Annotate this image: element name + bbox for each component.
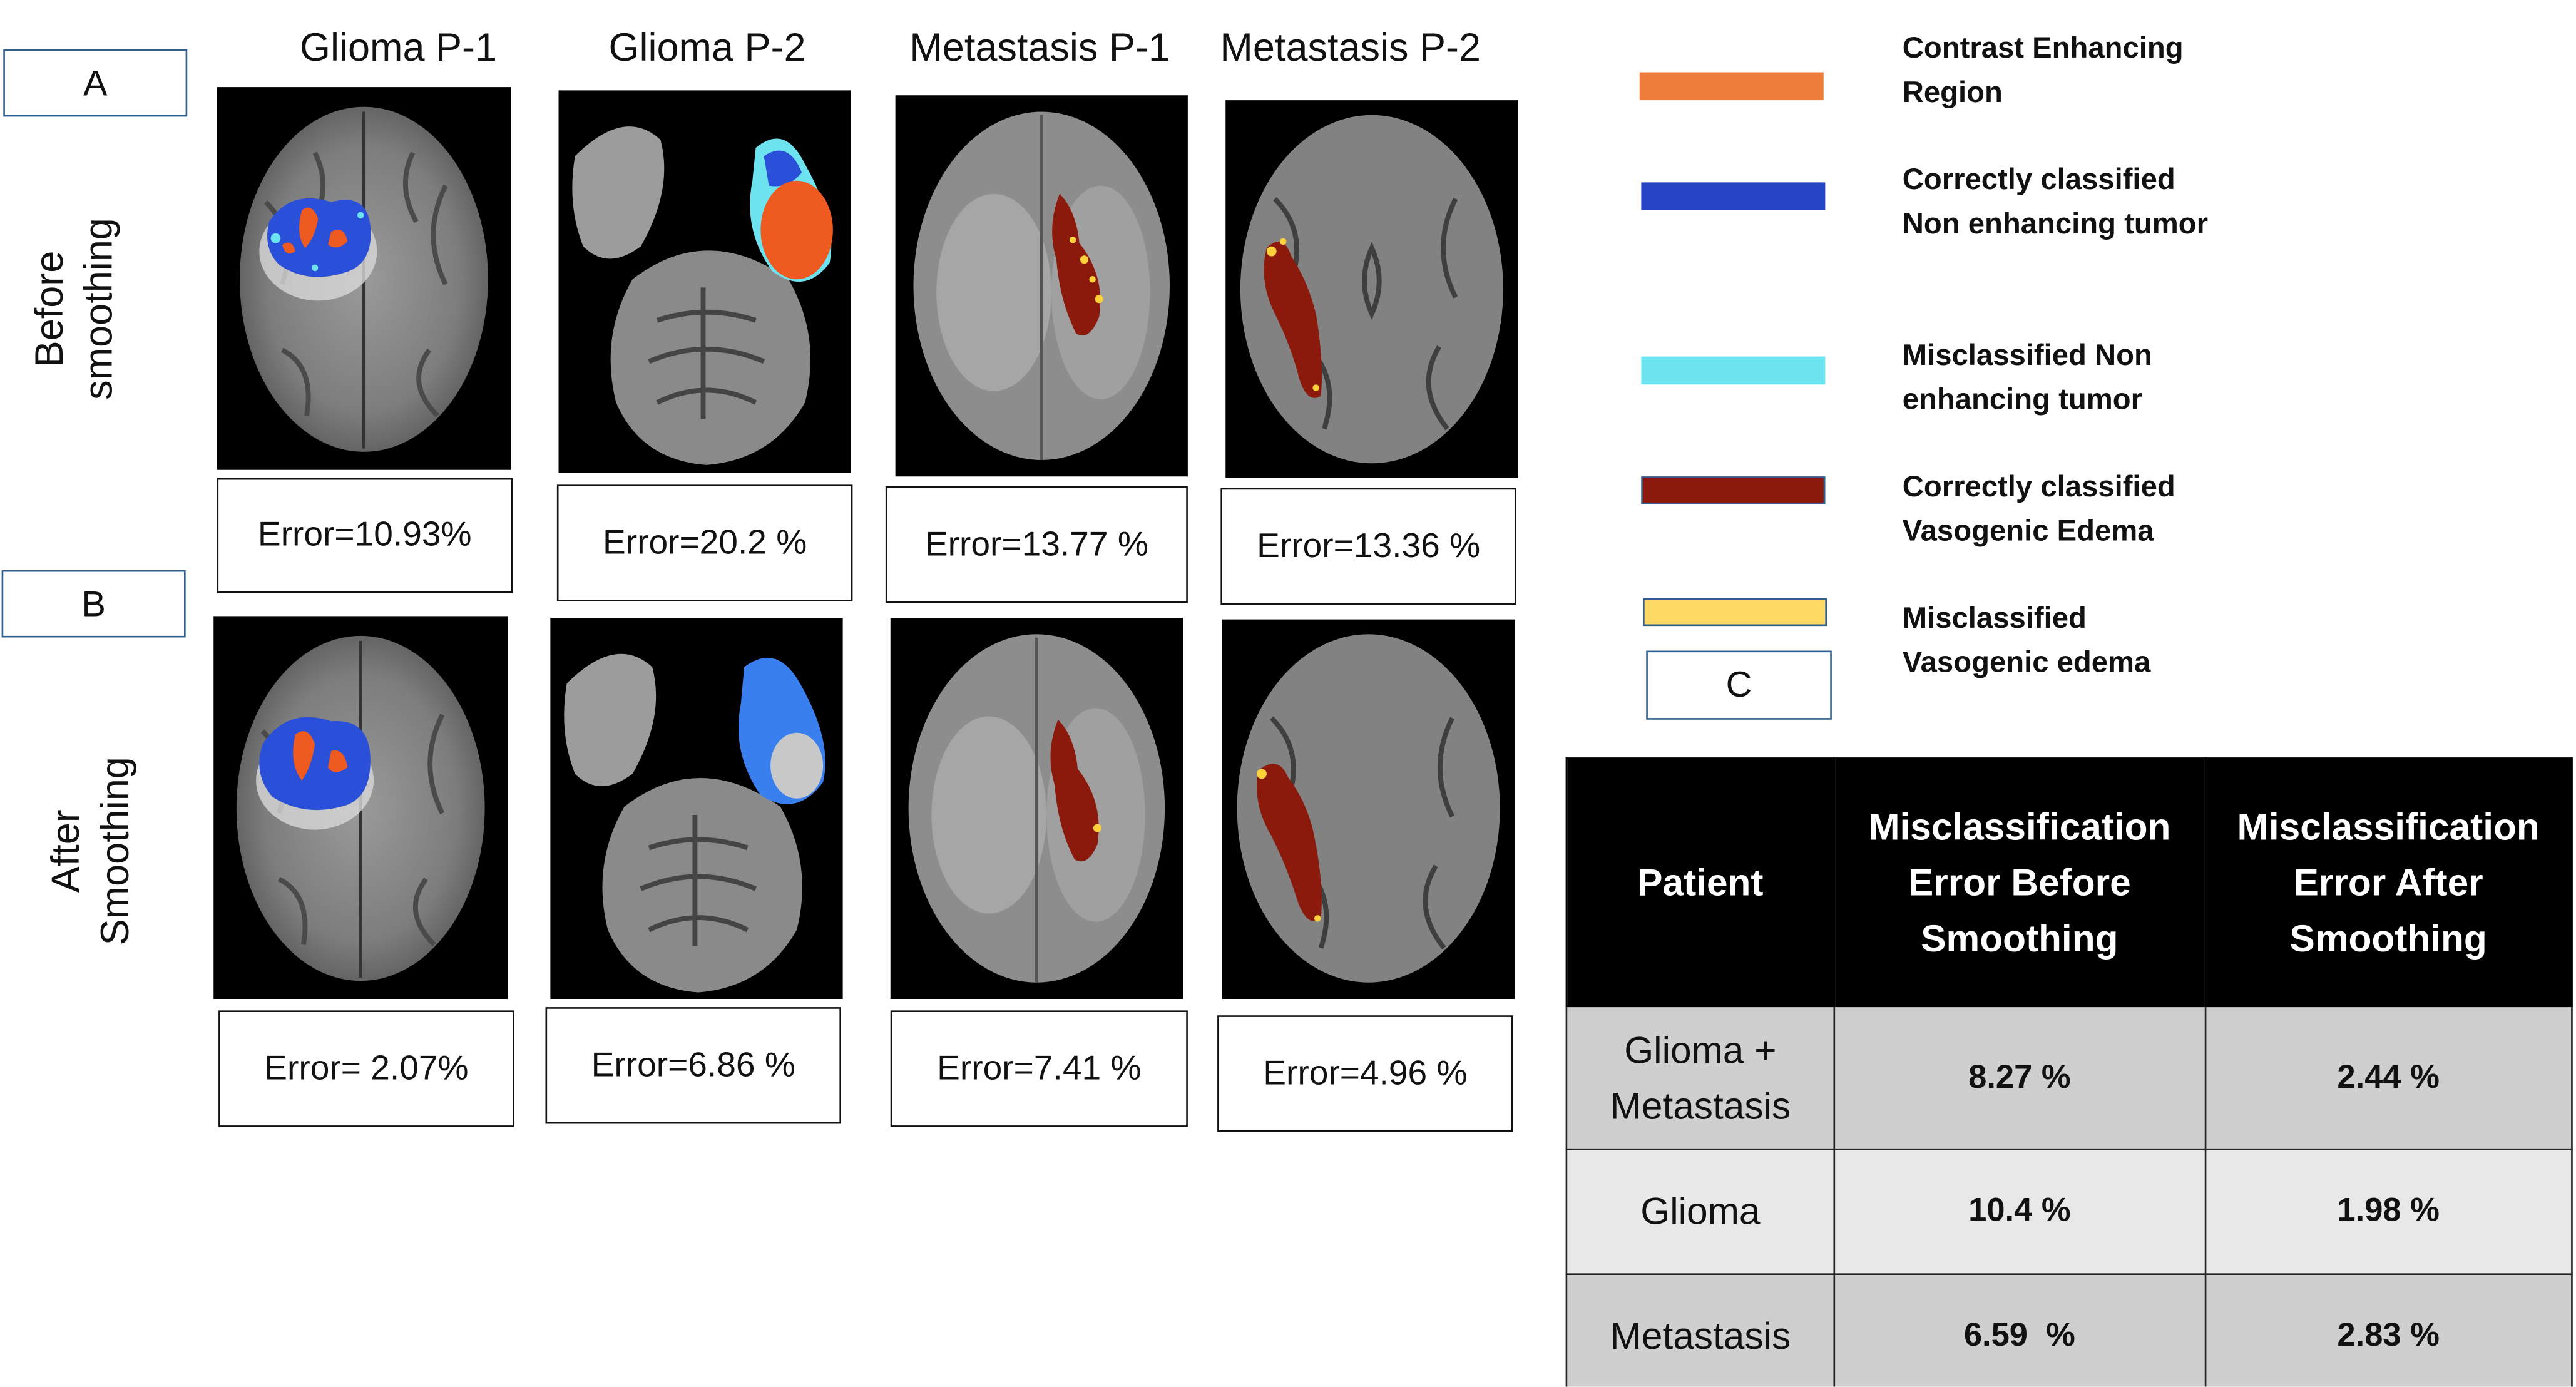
error-before-glioma-p2: Error=20.2 %	[556, 484, 853, 601]
table-header-after: Misclassification Error After Smoothing	[2204, 757, 2573, 1008]
row-label-after-smoothing: After Smoothing	[43, 720, 141, 983]
table-cell-patient: Glioma + Metastasis	[1565, 1005, 1836, 1150]
panel-label-a: A	[3, 49, 188, 117]
table-cell-patient: Metastasis	[1565, 1273, 1836, 1387]
error-before-metastasis-p1: Error=13.77 %	[885, 486, 1188, 603]
table-header-patient: Patient	[1565, 757, 1836, 1008]
table-cell-after: 2.44 %	[2204, 1005, 2573, 1150]
mri-metastasis-p1-after	[890, 618, 1183, 999]
table-row: Glioma 10.4 % 1.98 %	[1565, 1148, 2573, 1275]
table-row: Metastasis 6.59 % 2.83 %	[1565, 1273, 2573, 1387]
legend-swatch-correct-non-enhancing	[1641, 182, 1826, 210]
mri-glioma-p1-before	[217, 87, 511, 470]
table-cell-before: 6.59 %	[1833, 1273, 2206, 1387]
legend-swatch-correct-vasogenic-edema	[1641, 476, 1826, 504]
legend-swatch-contrast-enhancing	[1639, 72, 1824, 101]
legend-label-misclassified-vasogenic-edema: Misclassified Vasogenic edema	[1902, 601, 2151, 679]
error-after-glioma-p2: Error=6.86 %	[545, 1007, 841, 1124]
table-cell-before: 8.27 %	[1833, 1005, 2206, 1150]
legend-label-contrast-enhancing: Contrast Enhancing Region	[1902, 31, 2184, 109]
legend-label-correct-non-enhancing: Correctly classified Non enhancing tumor	[1902, 162, 2208, 240]
results-table: Patient Misclassification Error Before S…	[1565, 757, 2573, 1387]
table-cell-after: 1.98 %	[2204, 1148, 2573, 1275]
mri-glioma-p1-after	[213, 616, 508, 999]
error-before-glioma-p1: Error=10.93%	[217, 478, 513, 593]
table-cell-before: 10.4 %	[1833, 1148, 2206, 1275]
legend-label-misclassified-non-enhancing: Misclassified Non enhancing tumor	[1902, 338, 2152, 416]
mri-metastasis-p2-after	[1222, 619, 1515, 999]
legend-swatch-misclassified-vasogenic-edema	[1643, 598, 1827, 627]
table-cell-patient: Glioma	[1565, 1148, 1836, 1275]
column-title-glioma-p2: Glioma P-2	[608, 26, 806, 71]
table-cell-after: 2.83 %	[2204, 1273, 2573, 1387]
error-after-metastasis-p1: Error=7.41 %	[890, 1010, 1188, 1127]
mri-metastasis-p2-before	[1225, 100, 1518, 478]
row-label-after-text: After Smoothing	[44, 757, 138, 946]
panel-label-b: B	[1, 570, 186, 638]
column-title-glioma-p1: Glioma P-1	[299, 26, 498, 71]
mri-glioma-p2-after	[550, 618, 843, 999]
panel-label-c: C	[1646, 650, 1832, 720]
legend-label-correct-vasogenic-edema: Correctly classified Vasogenic Edema	[1902, 469, 2175, 548]
legend-swatch-misclassified-non-enhancing	[1641, 356, 1826, 385]
mri-metastasis-p1-before	[895, 95, 1188, 477]
row-label-before-text: Before smoothing	[28, 218, 122, 400]
column-title-metastasis-p1: Metastasis P-1	[909, 26, 1170, 71]
mri-glioma-p2-before	[558, 90, 851, 473]
table-header-before: Misclassification Error Before Smoothing	[1833, 757, 2206, 1008]
column-title-metastasis-p2: Metastasis P-2	[1220, 26, 1481, 71]
error-after-glioma-p1: Error= 2.07%	[218, 1010, 514, 1127]
table-header-row: Patient Misclassification Error Before S…	[1565, 757, 2573, 1008]
error-after-metastasis-p2: Error=4.96 %	[1217, 1015, 1513, 1132]
error-before-metastasis-p2: Error=13.36 %	[1220, 488, 1516, 605]
table-row: Glioma + Metastasis 8.27 % 2.44 %	[1565, 1005, 2573, 1150]
row-label-before-smoothing: Before smoothing	[26, 178, 125, 441]
